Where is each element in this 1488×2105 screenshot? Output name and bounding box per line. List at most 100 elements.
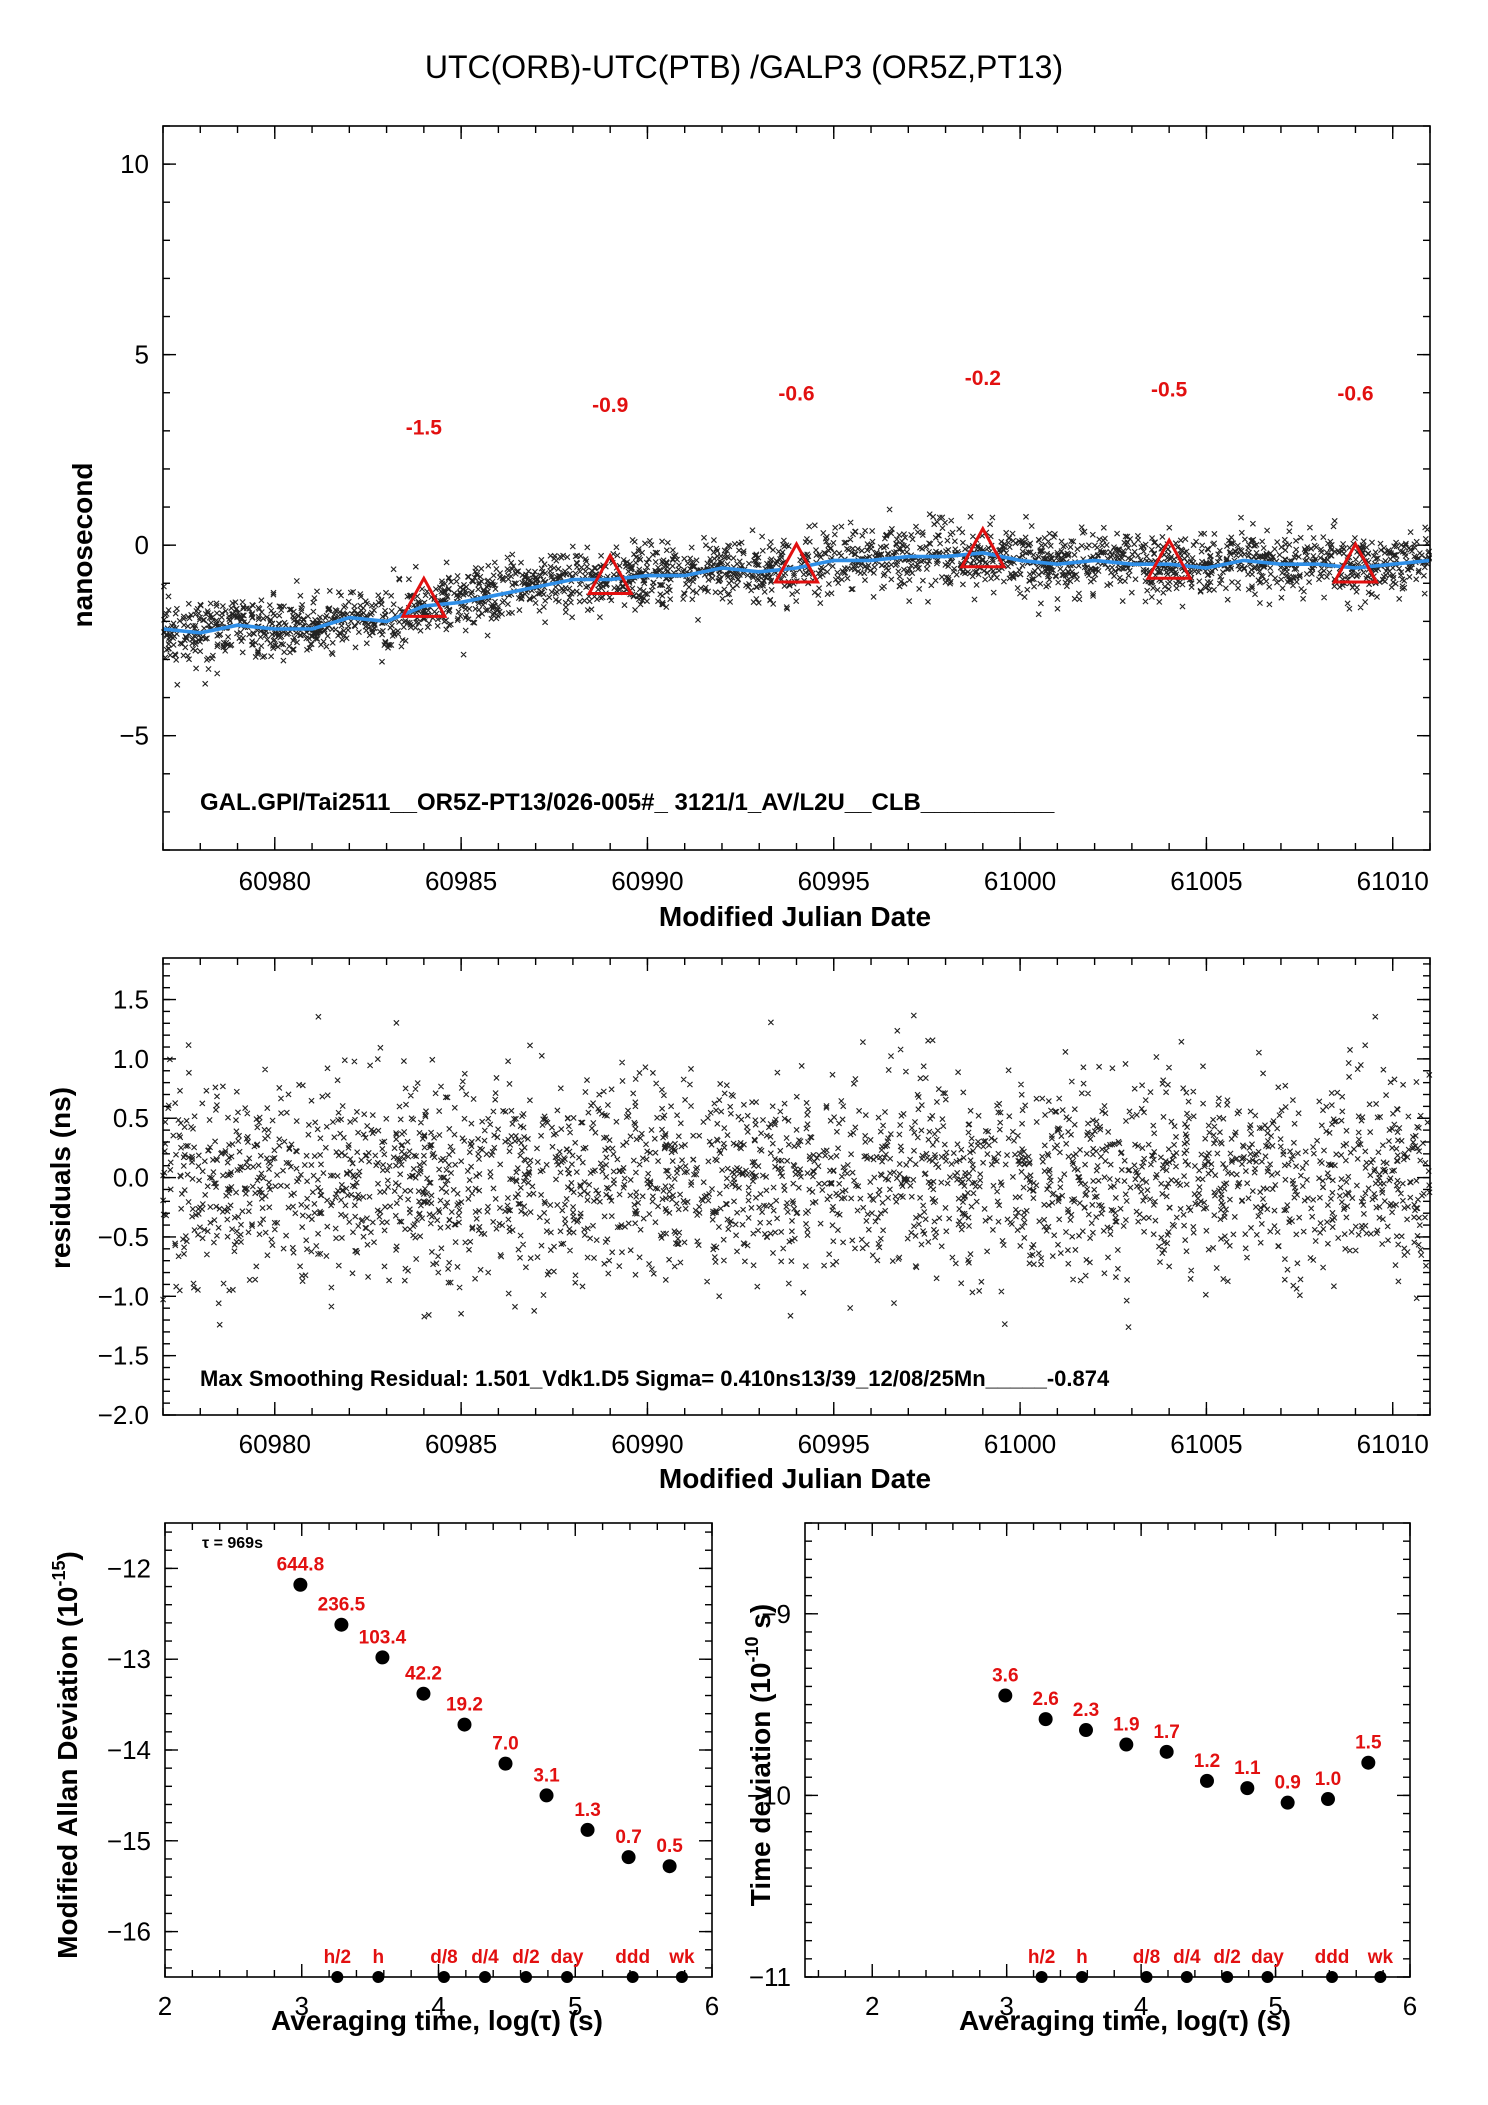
trend-label: -0.6 [778,382,814,405]
deviation-point [539,1788,554,1803]
x-tick-label: 5 [568,1991,582,2021]
trend-label: -1.5 [406,417,443,440]
trend-label: -0.2 [965,367,1001,390]
interval-mark-label: ddd [615,1947,650,1968]
y-tick-label: −16 [107,1917,151,1947]
trend-marker [400,575,448,618]
x-tick-label: 61000 [984,866,1056,896]
y-tick-label: 0.0 [113,1163,149,1193]
mdev-x-label: Averaging time, log(τ) (s) [271,2005,603,2036]
y-tick-label: 1.0 [113,1044,149,1074]
y-tick-label: −15 [107,1826,151,1856]
x-tick-label: 3 [295,1991,309,2021]
deviation-point [998,1688,1013,1703]
x-tick-label: 61005 [1170,1429,1242,1459]
x-tick-label: 3 [999,1991,1013,2021]
trend-label: -0.9 [592,394,628,417]
x-tick-label: 4 [431,1991,445,2021]
phase-axis-ticks: 60980 60985 60990 60995 61000 61005 61010 10 5 0 −… [119,125,1431,896]
x-tick-label: 60985 [425,866,497,896]
phase-plot-frame [162,125,1431,851]
y-tick-label: −11 [749,1962,791,1992]
deviation-point-label: 42.2 [405,1664,442,1685]
interval-mark [561,1971,574,1983]
x-tick-label: 60980 [239,866,311,896]
phase-annotation: GAL.GPI/Tai2511__OR5Z-PT13/026-005#_ 312… [200,789,1055,816]
deviation-point-label: 19.2 [446,1695,483,1716]
y-tick-label: −2.0 [98,1400,149,1430]
phase-chart: -1.5 -0.9 -0.6 -0.2 -0.5 -0.6 60980 60985 60990… [67,125,1433,932]
x-tick-label: 60995 [798,1429,870,1459]
interval-mark [478,1971,491,1983]
deviation-point-label: 7.0 [492,1734,518,1755]
trend-marker [586,552,634,595]
y-tick-label: 0.5 [113,1103,149,1133]
x-tick-label: 5 [1268,1991,1282,2021]
interval-mark [626,1971,639,1983]
deviation-point [1361,1755,1376,1770]
trend-marker [959,525,1007,569]
deviation-point-label: 1.3 [574,1800,600,1821]
deviation-point-label: 1.1 [1234,1758,1261,1779]
interval-mark-label: day [1251,1947,1284,1968]
mdev-tau-note: τ = 969s [202,1535,263,1552]
x-tick-label: 60995 [798,866,870,896]
interval-mark [1326,1971,1339,1983]
trend-label: -0.6 [1337,382,1373,405]
mdev-plot-frame [164,1522,713,1978]
x-tick-label: 2 [865,1991,879,2021]
deviation-point-label: 3.1 [533,1765,560,1786]
phase-markers: -1.5 -0.9 -0.6 -0.2 -0.5 -0.6 [400,367,1380,618]
interval-mark-label: d/2 [512,1947,539,1968]
interval-mark-label: d/8 [430,1947,457,1968]
x-tick-label: 60985 [425,1429,497,1459]
interval-mark [331,1971,344,1983]
y-tick-label: 5 [135,340,149,370]
deviation-point [1280,1795,1295,1810]
deviation-point [621,1850,636,1865]
deviation-point-label: 103.4 [359,1627,407,1648]
x-tick-label: 4 [1134,1991,1148,2021]
tdev-plot-frame [804,1522,1411,1978]
deviation-point [334,1617,349,1632]
y-tick-label: −10 [747,1780,791,1810]
interval-mark [1035,1971,1048,1983]
interval-mark-label: wk [1367,1947,1394,1968]
deviation-point-label: 1.0 [1315,1769,1341,1790]
tdev-x-label: Averaging time, log(τ) (s) [959,2005,1291,2036]
interval-mark [372,1971,385,1983]
phase-smoothed-line [162,551,1431,635]
mdev-interval-marks: h/2 h d/8 d/4 d/2 day ddd wk [324,1947,695,1983]
interval-mark-label: d/2 [1213,1947,1240,1968]
y-tick-label: −9 [761,1599,791,1629]
residuals-axis-ticks: 60980 60985 60990 60995 61000 61005 61010 1.5 1.… [98,958,1431,1459]
deviation-point-label: 2.6 [1032,1689,1058,1710]
trend-marker [1331,540,1380,584]
deviation-point-label: 3.6 [992,1666,1018,1687]
mdev-chart: 2 3 4 5 6 −12 −13 −14 −15 −16 644.8 236.5 103.4 42.2… [49,1522,719,2036]
y-tick-label: −14 [107,1735,151,1765]
y-tick-label: −1.5 [98,1341,149,1371]
deviation-point-label: 1.5 [1355,1733,1382,1754]
deviation-point-label: 0.7 [615,1827,641,1848]
deviation-point-label: 1.9 [1113,1715,1139,1736]
tdev-interval-marks: h/2 h d/8 d/4 d/2 day ddd wk [1028,1947,1394,1983]
deviation-point [457,1717,472,1732]
residual-points-path [160,1012,1433,1331]
x-tick-label: 61010 [1357,1429,1429,1459]
interval-mark [675,1971,688,1983]
residuals-annotation: Max Smoothing Residual: 1.501_Vdk1.D5 Si… [200,1366,1110,1391]
phase-scatter-points [160,506,1433,688]
tdev-axis-ticks: 2 3 4 5 6 −9 −10 −11 [747,1522,1417,2021]
deviation-point-label: 2.3 [1073,1700,1099,1721]
x-tick-label: 6 [705,1991,719,2021]
mdev-points: 644.8 236.5 103.4 42.219.2 7.0 3.1 1.3 0.7 0.5 [277,1555,683,1874]
interval-mark-label: d/4 [1173,1947,1201,1968]
deviation-point [580,1822,595,1837]
deviation-point [1078,1723,1093,1738]
y-tick-label: −12 [107,1553,151,1583]
interval-mark [1075,1971,1088,1983]
x-tick-label: 60980 [239,1429,311,1459]
tdev-points: 3.6 2.6 2.3 1.9 1.7 1.2 1.1 0.9 1.0 1.5 [992,1666,1382,1810]
